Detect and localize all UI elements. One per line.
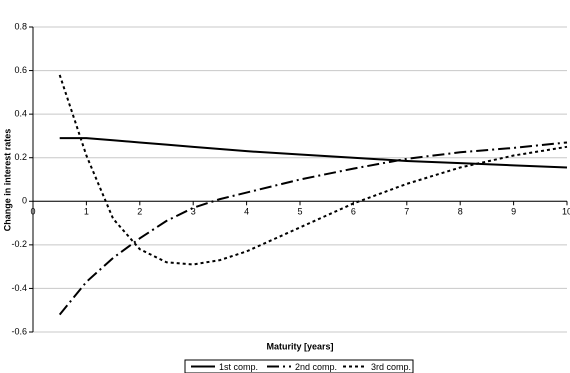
legend-label: 2nd comp. — [295, 362, 337, 372]
x-tick-label: 3 — [191, 207, 196, 217]
y-tick-label: -0.2 — [11, 239, 27, 249]
x-axis-title: Maturity [years] — [266, 341, 333, 351]
x-tick-label: 7 — [404, 207, 409, 217]
x-tick-label: 5 — [297, 207, 302, 217]
x-tick-label: 2 — [137, 207, 142, 217]
legend-label: 3rd comp. — [371, 362, 411, 372]
y-tick-label: 0.8 — [14, 21, 27, 31]
x-tick-label: 9 — [511, 207, 516, 217]
x-tick-label: 6 — [351, 207, 356, 217]
series-line — [58, 141, 568, 316]
y-tick-label: -0.4 — [11, 283, 27, 293]
series-line — [58, 74, 568, 266]
x-tick-label: 4 — [244, 207, 249, 217]
x-tick-label: 1 — [84, 207, 89, 217]
legend-label: 1st comp. — [219, 362, 258, 372]
x-tick-label: 8 — [458, 207, 463, 217]
y-tick-label: 0 — [22, 196, 27, 206]
y-axis-title: Change in interest rates — [2, 129, 12, 232]
x-tick-label: 0 — [30, 207, 35, 217]
y-tick-label: -0.6 — [11, 326, 27, 336]
x-tick-label: 10 — [562, 207, 570, 217]
y-tick-label: 0.6 — [14, 65, 27, 75]
y-tick-label: 0.2 — [14, 152, 27, 162]
series-line — [59, 137, 568, 169]
y-tick-label: 0.4 — [14, 109, 27, 119]
legend-box — [184, 359, 414, 373]
